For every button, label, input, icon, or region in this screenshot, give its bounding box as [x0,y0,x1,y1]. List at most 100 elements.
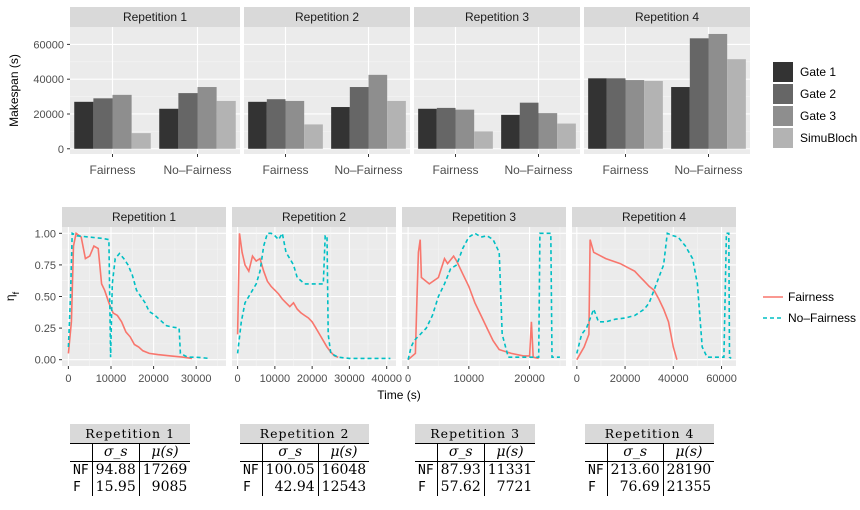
x-tick-label: Fairness [432,163,478,177]
facet-title: Repetition 3 [465,10,529,24]
bar [304,124,323,149]
x-tick-label: 20000 [297,373,328,385]
sigma-value: 94.88 [91,461,140,479]
mu-value: 9085 [138,479,191,496]
bar [708,33,728,149]
facet-title: Repetition 1 [123,10,187,24]
stats-table-3: Repetition 3 σ_s μ(s) NF 87.93 11331 F 57.62… [415,424,536,496]
legend-key [773,128,793,148]
sigma-value: 213.60 [606,461,664,479]
bar [689,38,709,149]
sigma-value: 57.62 [436,479,485,496]
x-tick-label: 40000 [658,373,689,385]
legend-key [773,62,793,82]
bar [74,101,94,149]
x-tick-label: 10000 [96,373,127,385]
bar [519,102,539,149]
mu-value: 21355 [662,479,715,496]
y-tick-label: 40000 [33,74,64,86]
bar [216,100,236,149]
sigma-value: 100.05 [261,461,319,479]
x-tick-label: 0 [405,373,411,385]
no-fairness-line [407,232,560,360]
mu-value: 16048 [317,461,370,479]
mu-header: μ(s) [138,443,191,462]
x-tick-label: No–Fairness [163,163,231,177]
row-label: NF [418,463,434,478]
y-tick-label: 0.50 [35,292,56,304]
x-tick-label: 20000 [514,373,545,385]
facet-title: Repetition 2 [282,210,346,224]
sigma-header: σ_s [436,443,485,462]
facet-title: Repetition 3 [452,210,516,224]
y-axis-label-subscript: f [11,291,21,294]
x-tick-label: 0 [235,373,241,385]
no-fairness-line [236,231,391,360]
bar [418,108,437,149]
fairness-line [67,231,193,360]
sigma-value: 15.95 [91,479,140,496]
bar [671,87,690,149]
x-tick-label: 30000 [334,373,365,385]
legend-label: Fairness [788,290,834,304]
no-fairness-line [67,231,210,360]
bar [474,131,493,149]
y-tick-label: 1.00 [35,228,56,240]
x-tick-label: 0 [65,373,71,385]
sigma-value: 42.94 [261,479,319,496]
bar [93,98,113,149]
facet-strip [70,7,240,27]
facet-title: Repetition 4 [635,10,699,24]
bar [159,108,179,149]
x-axis-label: Time (s) [377,388,421,402]
legend-label: SimuBloch [800,131,857,145]
legend-key [773,106,793,126]
bar [606,78,626,149]
bar [727,59,746,149]
table-title: Repetition 3 [415,424,536,444]
y-tick-label: 60000 [33,39,64,51]
bar [455,109,475,149]
legend-label: Gate 1 [800,65,836,79]
row-label: F [588,480,596,495]
row-label: NF [588,463,604,478]
x-tick-label: 10000 [454,373,485,385]
x-tick-label: Fairness [262,163,308,177]
legend-label: Gate 3 [800,109,836,123]
bar [644,80,663,149]
row-label: NF [73,463,89,478]
x-tick-label: 30000 [181,373,212,385]
table-title: Repetition 2 [240,424,370,444]
facet-strip [232,207,396,227]
y-tick-label: 0 [58,144,64,156]
y-tick-label: 0.75 [35,260,56,272]
facet-title: Repetition 4 [622,210,686,224]
facet-title: Repetition 1 [112,210,176,224]
legend-label: No–Fairness [788,311,856,325]
mu-header: μ(s) [317,443,370,462]
facet-strip [584,7,750,27]
mu-value: 17269 [138,461,191,479]
facet-strip [402,207,566,227]
figure-canvas: Repetition 1 Fairness No–Fairness Repetitio… [3,7,857,402]
bar [131,133,151,149]
table-title: Repetition 4 [585,424,715,444]
x-tick-label: 20000 [610,373,641,385]
x-tick-label: Fairness [602,163,648,177]
x-tick-label: Fairness [89,163,135,177]
bar [538,113,558,149]
row-label: NF [243,463,259,478]
table-title: Repetition 1 [70,424,191,444]
bar [557,123,576,149]
facet-strip [62,207,226,227]
x-tick-label: 60000 [706,373,737,385]
x-tick-label: 10000 [260,373,291,385]
sigma-value: 76.69 [606,479,664,496]
x-tick-label: No–Fairness [334,163,402,177]
fairness-line [576,239,678,361]
bar [436,107,456,149]
no-fairness-line [576,232,732,360]
bar [349,87,369,149]
mu-header: μ(s) [483,443,536,462]
bar [501,114,520,149]
